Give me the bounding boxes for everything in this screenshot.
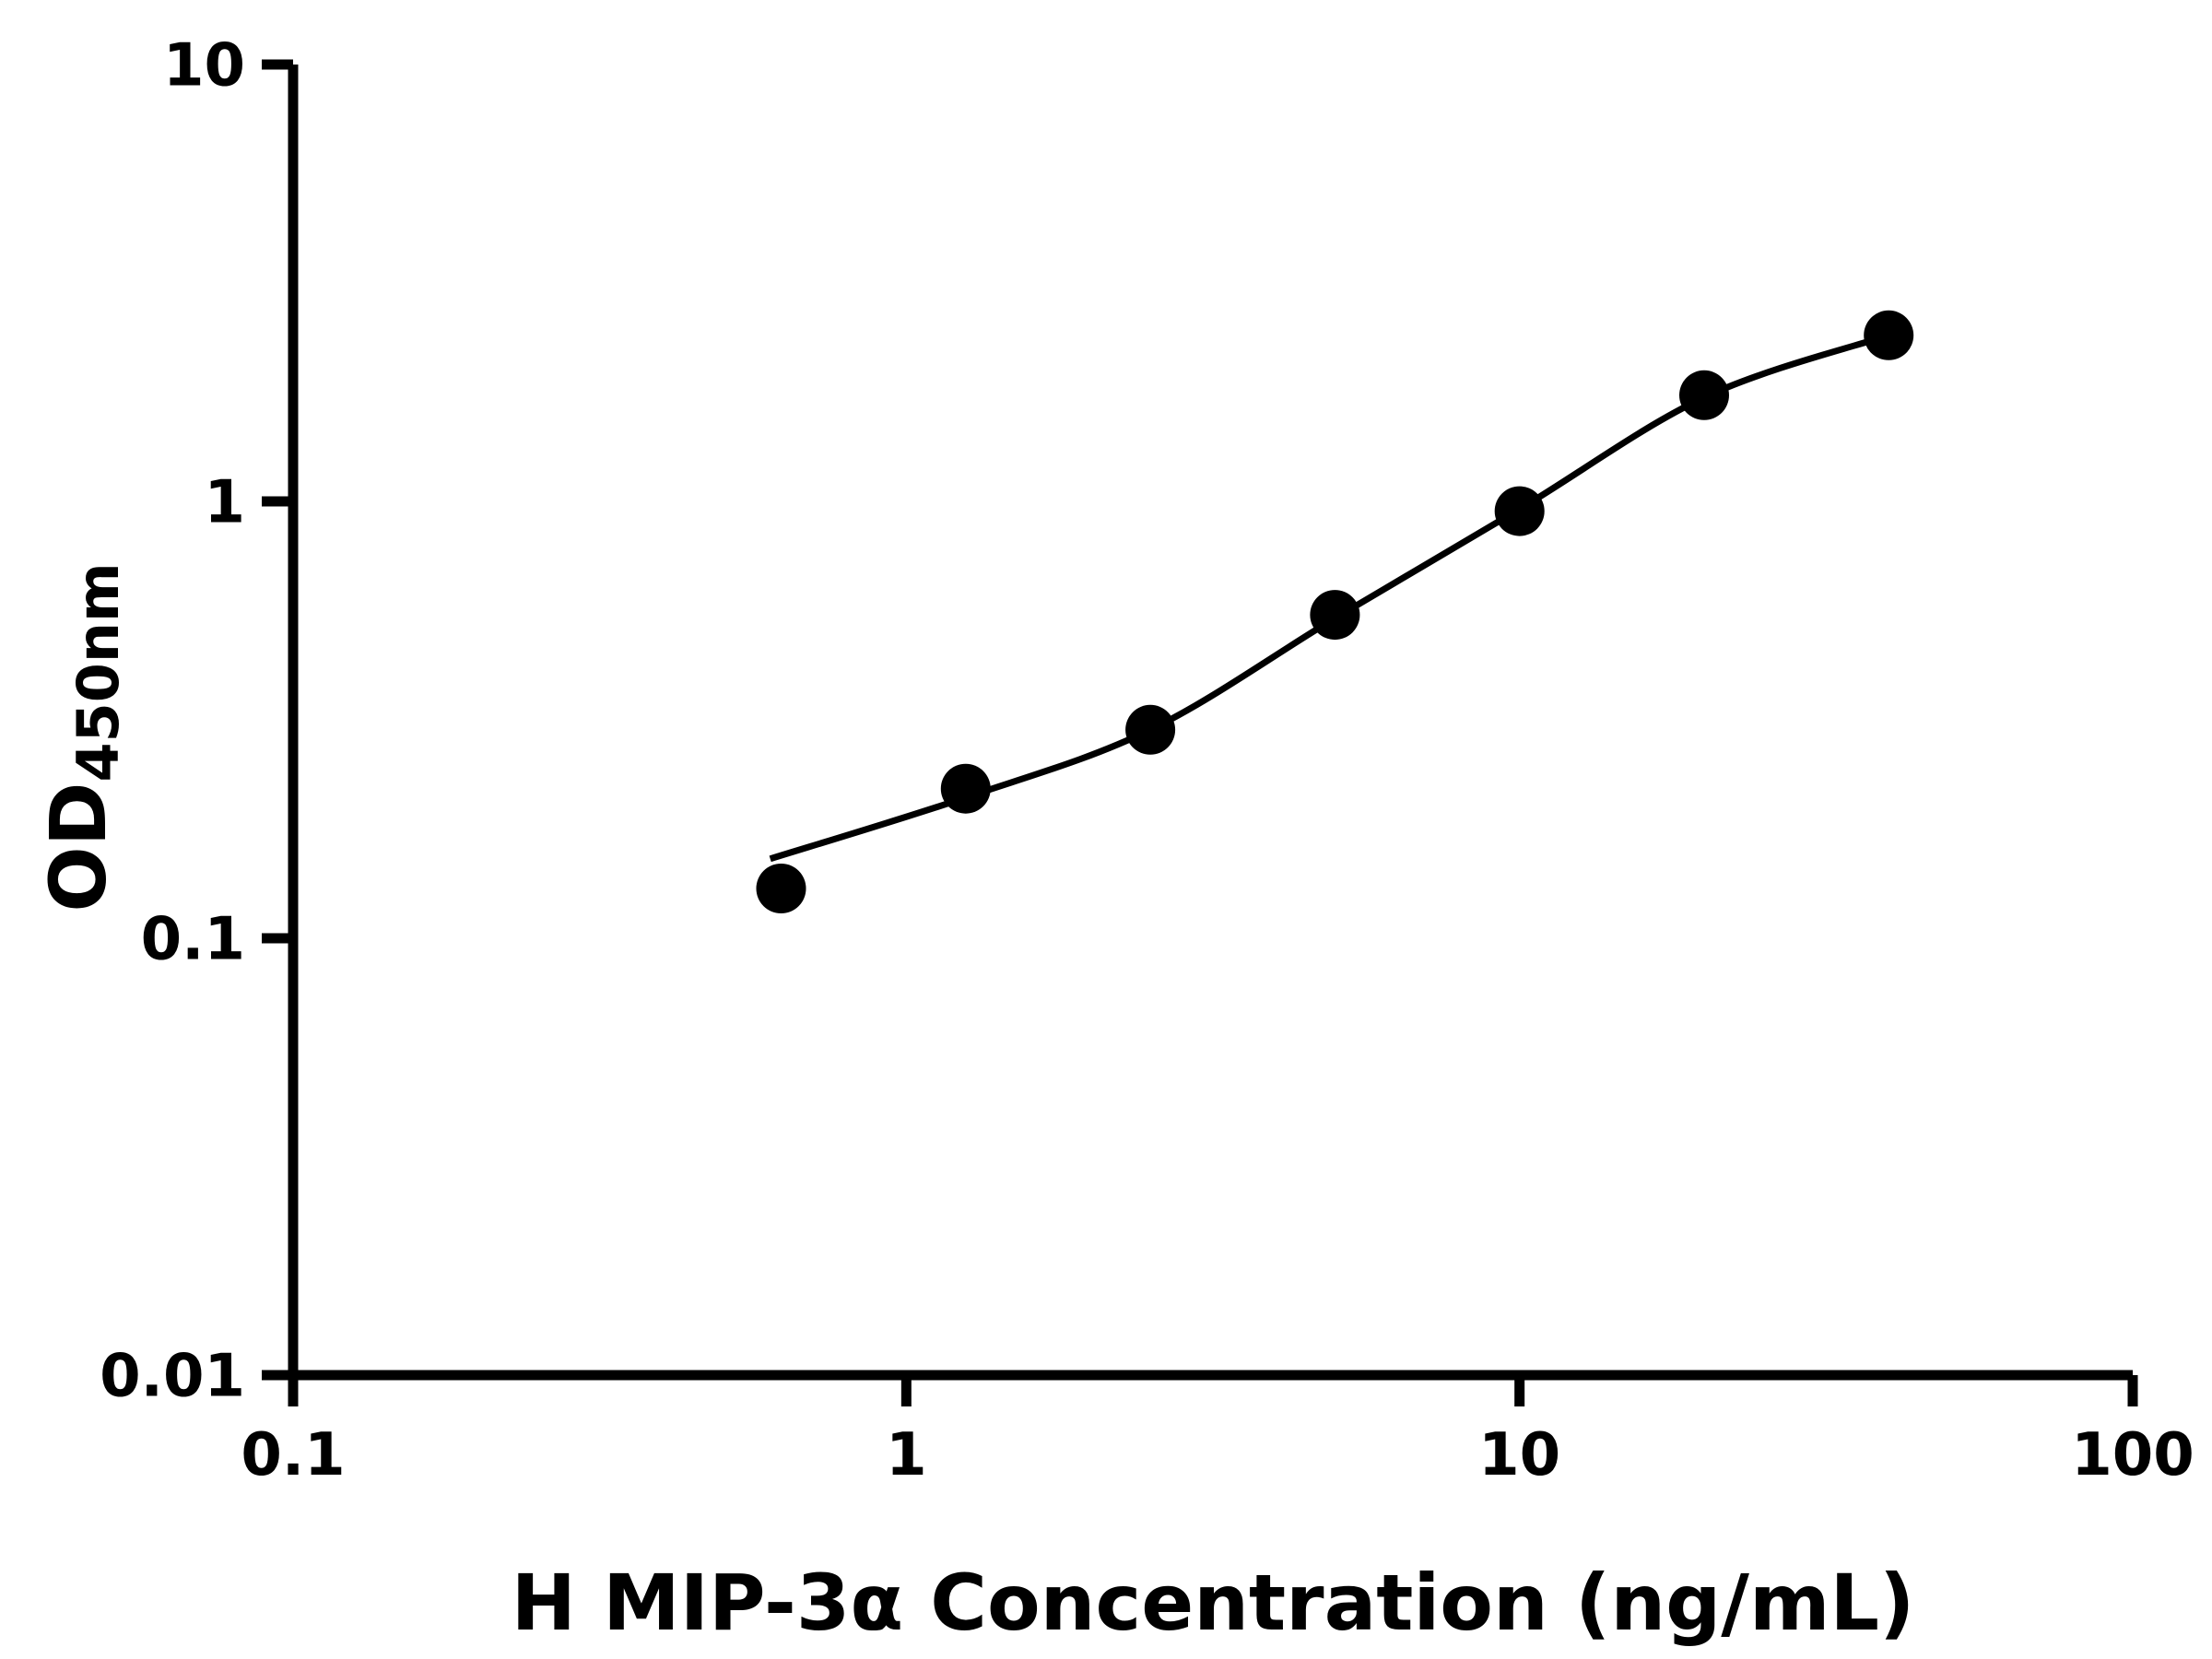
x-tick-label: 0.1 <box>241 1421 345 1489</box>
data-point <box>1679 370 1729 420</box>
data-point <box>756 864 806 913</box>
data-point <box>1125 704 1176 755</box>
data-point <box>1864 310 1914 360</box>
y-tick-label: 0.01 <box>100 1342 245 1410</box>
x-axis-label: H MIP-3α Concentration (ng/mL) <box>511 1558 1915 1648</box>
y-axis-label-subscript: 450nm <box>65 562 132 782</box>
x-tick-label: 100 <box>2071 1421 2194 1489</box>
y-tick-label: 10 <box>163 31 245 100</box>
x-tick-label: 1 <box>886 1421 927 1489</box>
y-tick-label: 0.1 <box>141 905 245 973</box>
y-axis-label-main: OD <box>33 782 124 912</box>
y-axis-label: OD450nm <box>33 562 132 912</box>
x-tick-label: 10 <box>1478 1421 1560 1489</box>
y-tick-label: 1 <box>204 468 245 536</box>
data-point <box>1310 590 1360 641</box>
data-point <box>940 763 991 814</box>
axes <box>288 65 2133 1381</box>
data-point <box>1494 486 1545 536</box>
